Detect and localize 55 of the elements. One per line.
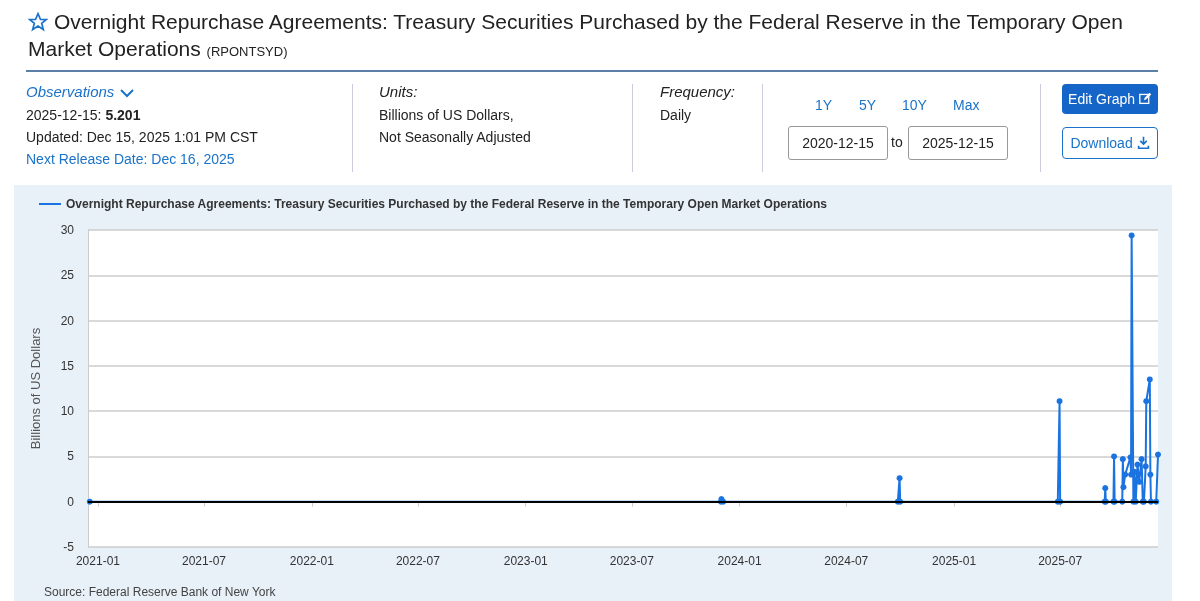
x-tick-label: 2022-01 (289, 554, 335, 568)
text: 1Y (815, 97, 833, 113)
point (1102, 485, 1109, 492)
text: 2025-12-15: 5.201 (26, 107, 141, 123)
text: Frequency: (660, 83, 736, 100)
x-tick-label: 2023-01 (503, 554, 549, 568)
text: Edit Graph (1062, 84, 1158, 114)
x-tick-label: 2025-07 (1038, 554, 1083, 568)
x-tick-label: 2024-07 (824, 554, 869, 568)
point (1138, 456, 1145, 463)
text: 5Y (859, 97, 877, 113)
y-axis-title: Billions of US Dollars (28, 327, 43, 450)
text: Download (1062, 127, 1158, 159)
y-tick-label: 25 (60, 268, 75, 283)
y-tick-label: 10 (60, 404, 75, 419)
text: (RPONTSYD) (206, 44, 288, 59)
point (1056, 398, 1063, 405)
x-tick-label: 2023-07 (609, 554, 655, 568)
text: Updated: Dec 15, 2025 1:01 PM CST (26, 129, 258, 145)
point (1143, 398, 1150, 405)
y-tick-label: 15 (60, 358, 75, 373)
x-tick-label: 2021-01 (75, 554, 121, 568)
point (1146, 376, 1153, 383)
point (1119, 456, 1126, 463)
text: Not Seasonally Adjusted (379, 129, 531, 145)
legend-label: Overnight Repurchase Agreements: Treasury Securities Purchased by the Federal Reserve in the Temporary Open Market Operations (66, 197, 828, 211)
x-tick-label: 2021-07 (182, 554, 227, 568)
text: Units: (379, 83, 418, 100)
x-tick-label: 2022-07 (395, 554, 441, 568)
point (1147, 471, 1154, 478)
text: 2025-12-15 (908, 126, 1008, 160)
point (1111, 453, 1118, 460)
y-tick-label: 20 (60, 313, 75, 328)
point (1136, 478, 1143, 485)
point (1128, 232, 1135, 239)
text: to (891, 134, 903, 150)
point (896, 475, 903, 482)
y-tick-label: 5 (67, 449, 75, 464)
y-tick-label: 30 (60, 223, 75, 237)
text: 2020-12-15 (788, 126, 888, 160)
source-note: Source: Federal Reserve Bank of New York (44, 585, 276, 599)
text: Observations (26, 83, 115, 100)
text: Next Release Date: Dec 16, 2025 (26, 151, 235, 167)
point (1142, 463, 1149, 470)
text: Billions of US Dollars, (379, 107, 514, 123)
text: Daily (660, 107, 692, 123)
point (1134, 461, 1141, 468)
y-tick-label: -5 (63, 540, 75, 554)
x-tick-label: 2025-01 (932, 554, 977, 568)
text: Max (953, 97, 980, 113)
text: 10Y (902, 97, 927, 113)
y-tick-label: 0 (67, 494, 75, 509)
point (1155, 451, 1161, 458)
x-tick-label: 2024-01 (717, 554, 762, 568)
point (1120, 484, 1127, 491)
